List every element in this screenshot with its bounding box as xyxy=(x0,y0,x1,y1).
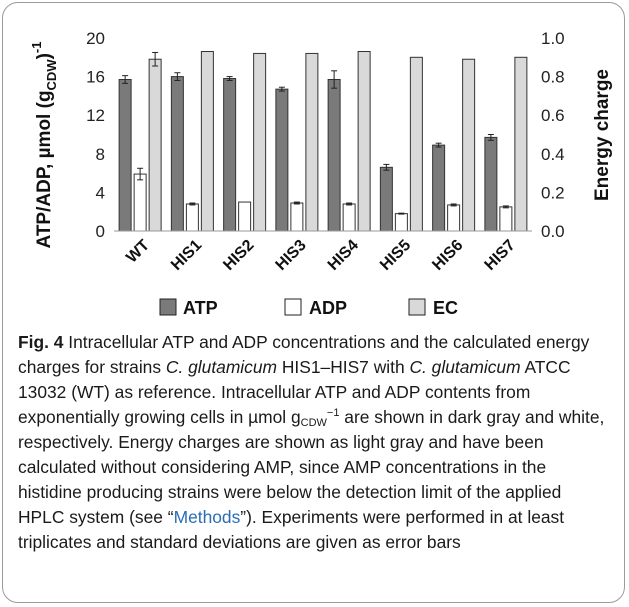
left-tick-label: 16 xyxy=(86,68,105,87)
category-label: HIS2 xyxy=(220,237,257,274)
caption-superscript: −1 xyxy=(326,407,340,419)
left-tick-label: 20 xyxy=(86,29,105,48)
category-label: HIS1 xyxy=(168,237,205,274)
left-axis-title: ATP/ADP, µmol (gCDW)-1 xyxy=(29,42,59,249)
bar-ec-wt xyxy=(148,58,162,232)
bar-atp-his4 xyxy=(327,78,341,232)
category-label: HIS5 xyxy=(377,237,414,274)
bar-adp-his5 xyxy=(394,213,408,232)
right-tick-label: 0.6 xyxy=(541,106,565,125)
right-tick-label: 1.0 xyxy=(541,29,565,48)
right-tick-label: 0.2 xyxy=(541,183,565,202)
bar-ec-his4 xyxy=(357,51,371,232)
bar-atp-his1 xyxy=(170,76,184,232)
caption-subscript: CDW xyxy=(300,417,327,429)
category-label: WT xyxy=(123,237,153,267)
bar-ec-his1 xyxy=(200,51,214,232)
bar-adp-his2 xyxy=(238,201,252,232)
right-tick-label: 0.8 xyxy=(541,68,565,87)
legend-label-ec: EC xyxy=(433,298,458,318)
caption-species: C. glutamicum xyxy=(165,357,278,377)
legend-swatch-ec xyxy=(408,298,426,316)
bar-adp-his3 xyxy=(290,202,304,232)
bar-atp-his5 xyxy=(379,166,393,232)
legend-swatch-atp xyxy=(159,298,177,316)
bar-atp-his6 xyxy=(432,144,446,232)
category-label: HIS7 xyxy=(482,237,519,274)
caption-species: C. glutamicum xyxy=(409,357,521,377)
left-tick-label: 4 xyxy=(96,183,105,202)
caption-text: ATCC 13032 (WT) as reference. Intracellu… xyxy=(18,357,571,427)
right-tick-label: 0.0 xyxy=(541,222,565,241)
left-tick-label: 12 xyxy=(86,106,105,125)
figure-caption: Fig. 4 Intracellular ATP and ADP concent… xyxy=(18,330,610,555)
left-tick-label: 8 xyxy=(96,145,105,164)
caption-text: HIS1–HIS7 with xyxy=(277,357,410,377)
bar-atp-his3 xyxy=(275,88,289,232)
left-tick-label: 0 xyxy=(96,222,105,241)
bar-atp-his2 xyxy=(223,78,237,232)
bar-ec-his5 xyxy=(409,56,423,232)
bar-adp-his6 xyxy=(447,204,461,232)
caption-text: ”). Experiments were performed in at lea… xyxy=(18,507,565,552)
bar-adp-his4 xyxy=(342,203,356,232)
legend-label-adp: ADP xyxy=(309,298,347,318)
bar-adp-wt xyxy=(133,173,147,232)
category-label: HIS4 xyxy=(325,237,362,274)
legend-swatch-adp xyxy=(284,298,302,316)
bar-adp-his1 xyxy=(185,203,199,232)
bar-ec-his6 xyxy=(462,58,476,232)
category-label: HIS3 xyxy=(273,237,310,274)
caption-text: are shown in dark gray and white, respec… xyxy=(18,407,605,527)
bar-atp-wt xyxy=(118,78,132,232)
bar-atp-his7 xyxy=(484,136,498,232)
legend-label-atp: ATP xyxy=(183,298,218,318)
legend: ATP ADP EC xyxy=(159,298,458,318)
bar-ec-his2 xyxy=(253,52,267,232)
right-tick-label: 0.4 xyxy=(541,145,565,164)
methods-link[interactable]: Methods xyxy=(173,507,241,527)
bar-adp-his7 xyxy=(499,206,513,232)
bar-chart: ATP/ADP, µmol (gCDW)-1 Energy charge 0 4 8… xyxy=(29,29,613,318)
figure-label: Fig. 4 xyxy=(18,332,64,352)
category-label: HIS6 xyxy=(429,237,466,274)
caption-text: Intracellular ATP and ADP concentrations… xyxy=(18,332,590,377)
right-axis-title: Energy charge xyxy=(592,69,613,201)
svg-text:ATP/ADP, µmol (gCDW)-1: ATP/ADP, µmol (gCDW)-1 xyxy=(29,42,59,249)
bar-ec-his7 xyxy=(514,56,528,232)
bar-ec-his3 xyxy=(305,52,319,232)
